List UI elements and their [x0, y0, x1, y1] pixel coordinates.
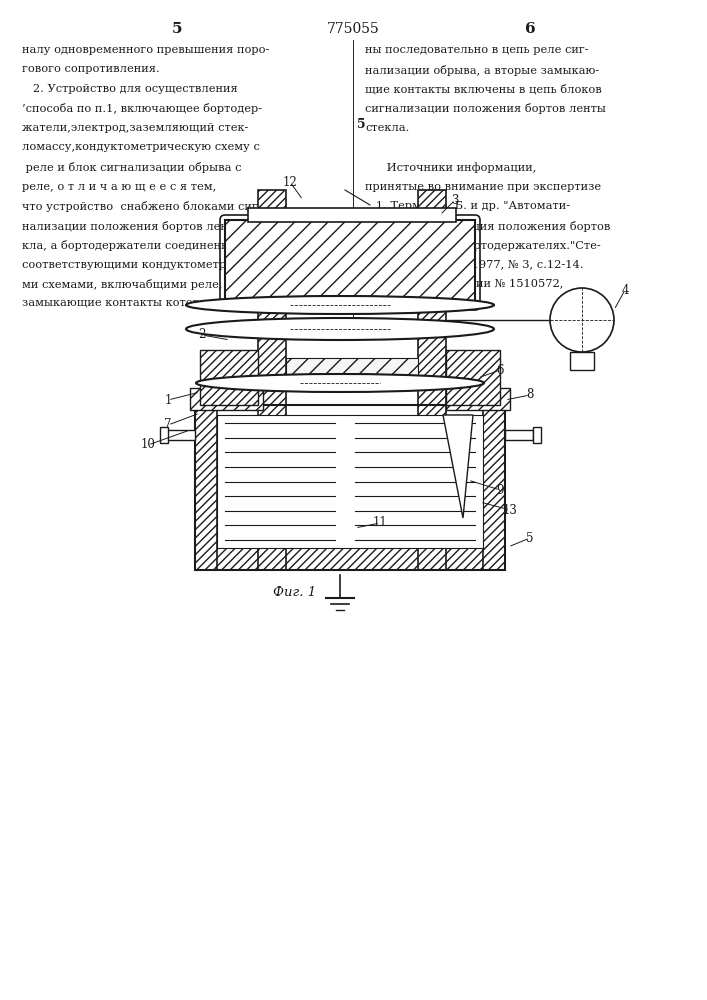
Circle shape	[550, 288, 614, 352]
Text: 1: 1	[164, 393, 172, 406]
Text: 12: 12	[283, 176, 298, 188]
Text: стекла.: стекла.	[365, 123, 409, 133]
Text: Источники информации,: Источники информации,	[365, 162, 537, 173]
Text: соответствующими кондуктометрически-: соответствующими кондуктометрически-	[22, 259, 272, 269]
Bar	[248, 208, 456, 222]
Text: кл. С 03 В, 1967.: кл. С 03 В, 1967.	[365, 298, 465, 308]
Text: 10: 10	[141, 438, 156, 452]
Bar	[505, 430, 533, 440]
Text: 3: 3	[451, 194, 459, 207]
Ellipse shape	[196, 374, 484, 392]
Text: 10: 10	[354, 216, 371, 229]
Bar	[418, 190, 446, 570]
Bar	[217, 415, 483, 548]
Bar	[446, 388, 510, 410]
Polygon shape	[443, 415, 473, 518]
Bar	[195, 548, 505, 570]
Text: 7: 7	[164, 418, 172, 432]
Text: ленты стекла в бортодержателях."Сте-: ленты стекла в бортодержателях."Сте-	[365, 240, 601, 251]
Text: 5: 5	[526, 532, 534, 544]
Text: ны последовательно в цепь реле сиг-: ны последовательно в цепь реле сиг-	[365, 45, 589, 55]
Text: Фиг. 1: Фиг. 1	[274, 585, 317, 598]
Text: 6: 6	[496, 363, 504, 376]
Text: 13: 13	[503, 504, 518, 516]
Bar	[533, 427, 541, 443]
Text: щие контакты включены в цепь блоков: щие контакты включены в цепь блоков	[365, 84, 602, 95]
Bar	[286, 358, 418, 388]
Text: 11: 11	[373, 516, 387, 530]
Text: 5: 5	[172, 22, 182, 36]
Text: что устройство  снабжено блоками сиг-: что устройство снабжено блоками сиг-	[22, 201, 262, 212]
Text: ческая сигнализация положения бортов: ческая сигнализация положения бортов	[365, 221, 610, 232]
Text: жатели,электрод,заземляющий стек-: жатели,электрод,заземляющий стек-	[22, 123, 248, 133]
Text: кла, а бортодержатели соединены с: кла, а бортодержатели соединены с	[22, 240, 240, 251]
Bar	[190, 388, 263, 410]
Text: 775055: 775055	[327, 22, 380, 36]
Bar	[483, 405, 505, 570]
Text: гового сопротивления.: гового сопротивления.	[22, 64, 160, 75]
Text: налу одновременного превышения поро-: налу одновременного превышения поро-	[22, 45, 269, 55]
Bar	[200, 350, 258, 405]
Text: ’способа по п.1, включающее бортодер-: ’способа по п.1, включающее бортодер-	[22, 104, 262, 114]
Bar	[225, 220, 475, 305]
Ellipse shape	[186, 318, 494, 340]
Text: ми схемами, включабщими реле, первые: ми схемами, включабщими реле, первые	[22, 279, 270, 290]
Text: замыкающие контакты которых включе-: замыкающие контакты которых включе-	[22, 298, 268, 308]
Bar	[446, 350, 500, 405]
Bar	[195, 405, 505, 570]
Bar	[165, 430, 195, 440]
Text: 2: 2	[198, 328, 206, 342]
Ellipse shape	[186, 296, 494, 314]
Bar	[195, 405, 217, 570]
Text: 5: 5	[357, 118, 366, 131]
Text: 4: 4	[621, 284, 629, 296]
Text: принятые во внимание при экспертизе: принятые во внимание при экспертизе	[365, 182, 601, 192]
Bar	[225, 220, 475, 305]
Bar	[258, 190, 286, 570]
Text: сигнализации положения бортов ленты: сигнализации положения бортов ленты	[365, 104, 606, 114]
Text: 2. Патент Франции № 1510572,: 2. Патент Франции № 1510572,	[365, 279, 563, 289]
Text: 2. Устройство для осуществления: 2. Устройство для осуществления	[22, 84, 238, 94]
Bar	[160, 427, 168, 443]
Text: ломассу,кондуктометрическую схему с: ломассу,кондуктометрическую схему с	[22, 142, 260, 152]
Text: 8: 8	[526, 388, 534, 401]
Text: реле и блок сигнализации обрыва с: реле и блок сигнализации обрыва с	[22, 162, 242, 173]
Text: нализации обрыва, а вторые замыкаю-: нализации обрыва, а вторые замыкаю-	[365, 64, 600, 76]
Text: 9: 9	[496, 484, 504, 496]
Text: 1. Терман В. Б. и др. "Автомати-: 1. Терман В. Б. и др. "Автомати-	[365, 201, 570, 211]
Bar	[570, 352, 594, 370]
Text: кло и керамика", 1977, № 3, с.12-14.: кло и керамика", 1977, № 3, с.12-14.	[365, 259, 583, 269]
Text: реле, о т л и ч а ю щ е е с я тем,: реле, о т л и ч а ю щ е е с я тем,	[22, 182, 216, 192]
Text: нализации положения бортов ленты сте-: нализации положения бортов ленты сте-	[22, 221, 270, 232]
Text: 6: 6	[525, 22, 535, 36]
